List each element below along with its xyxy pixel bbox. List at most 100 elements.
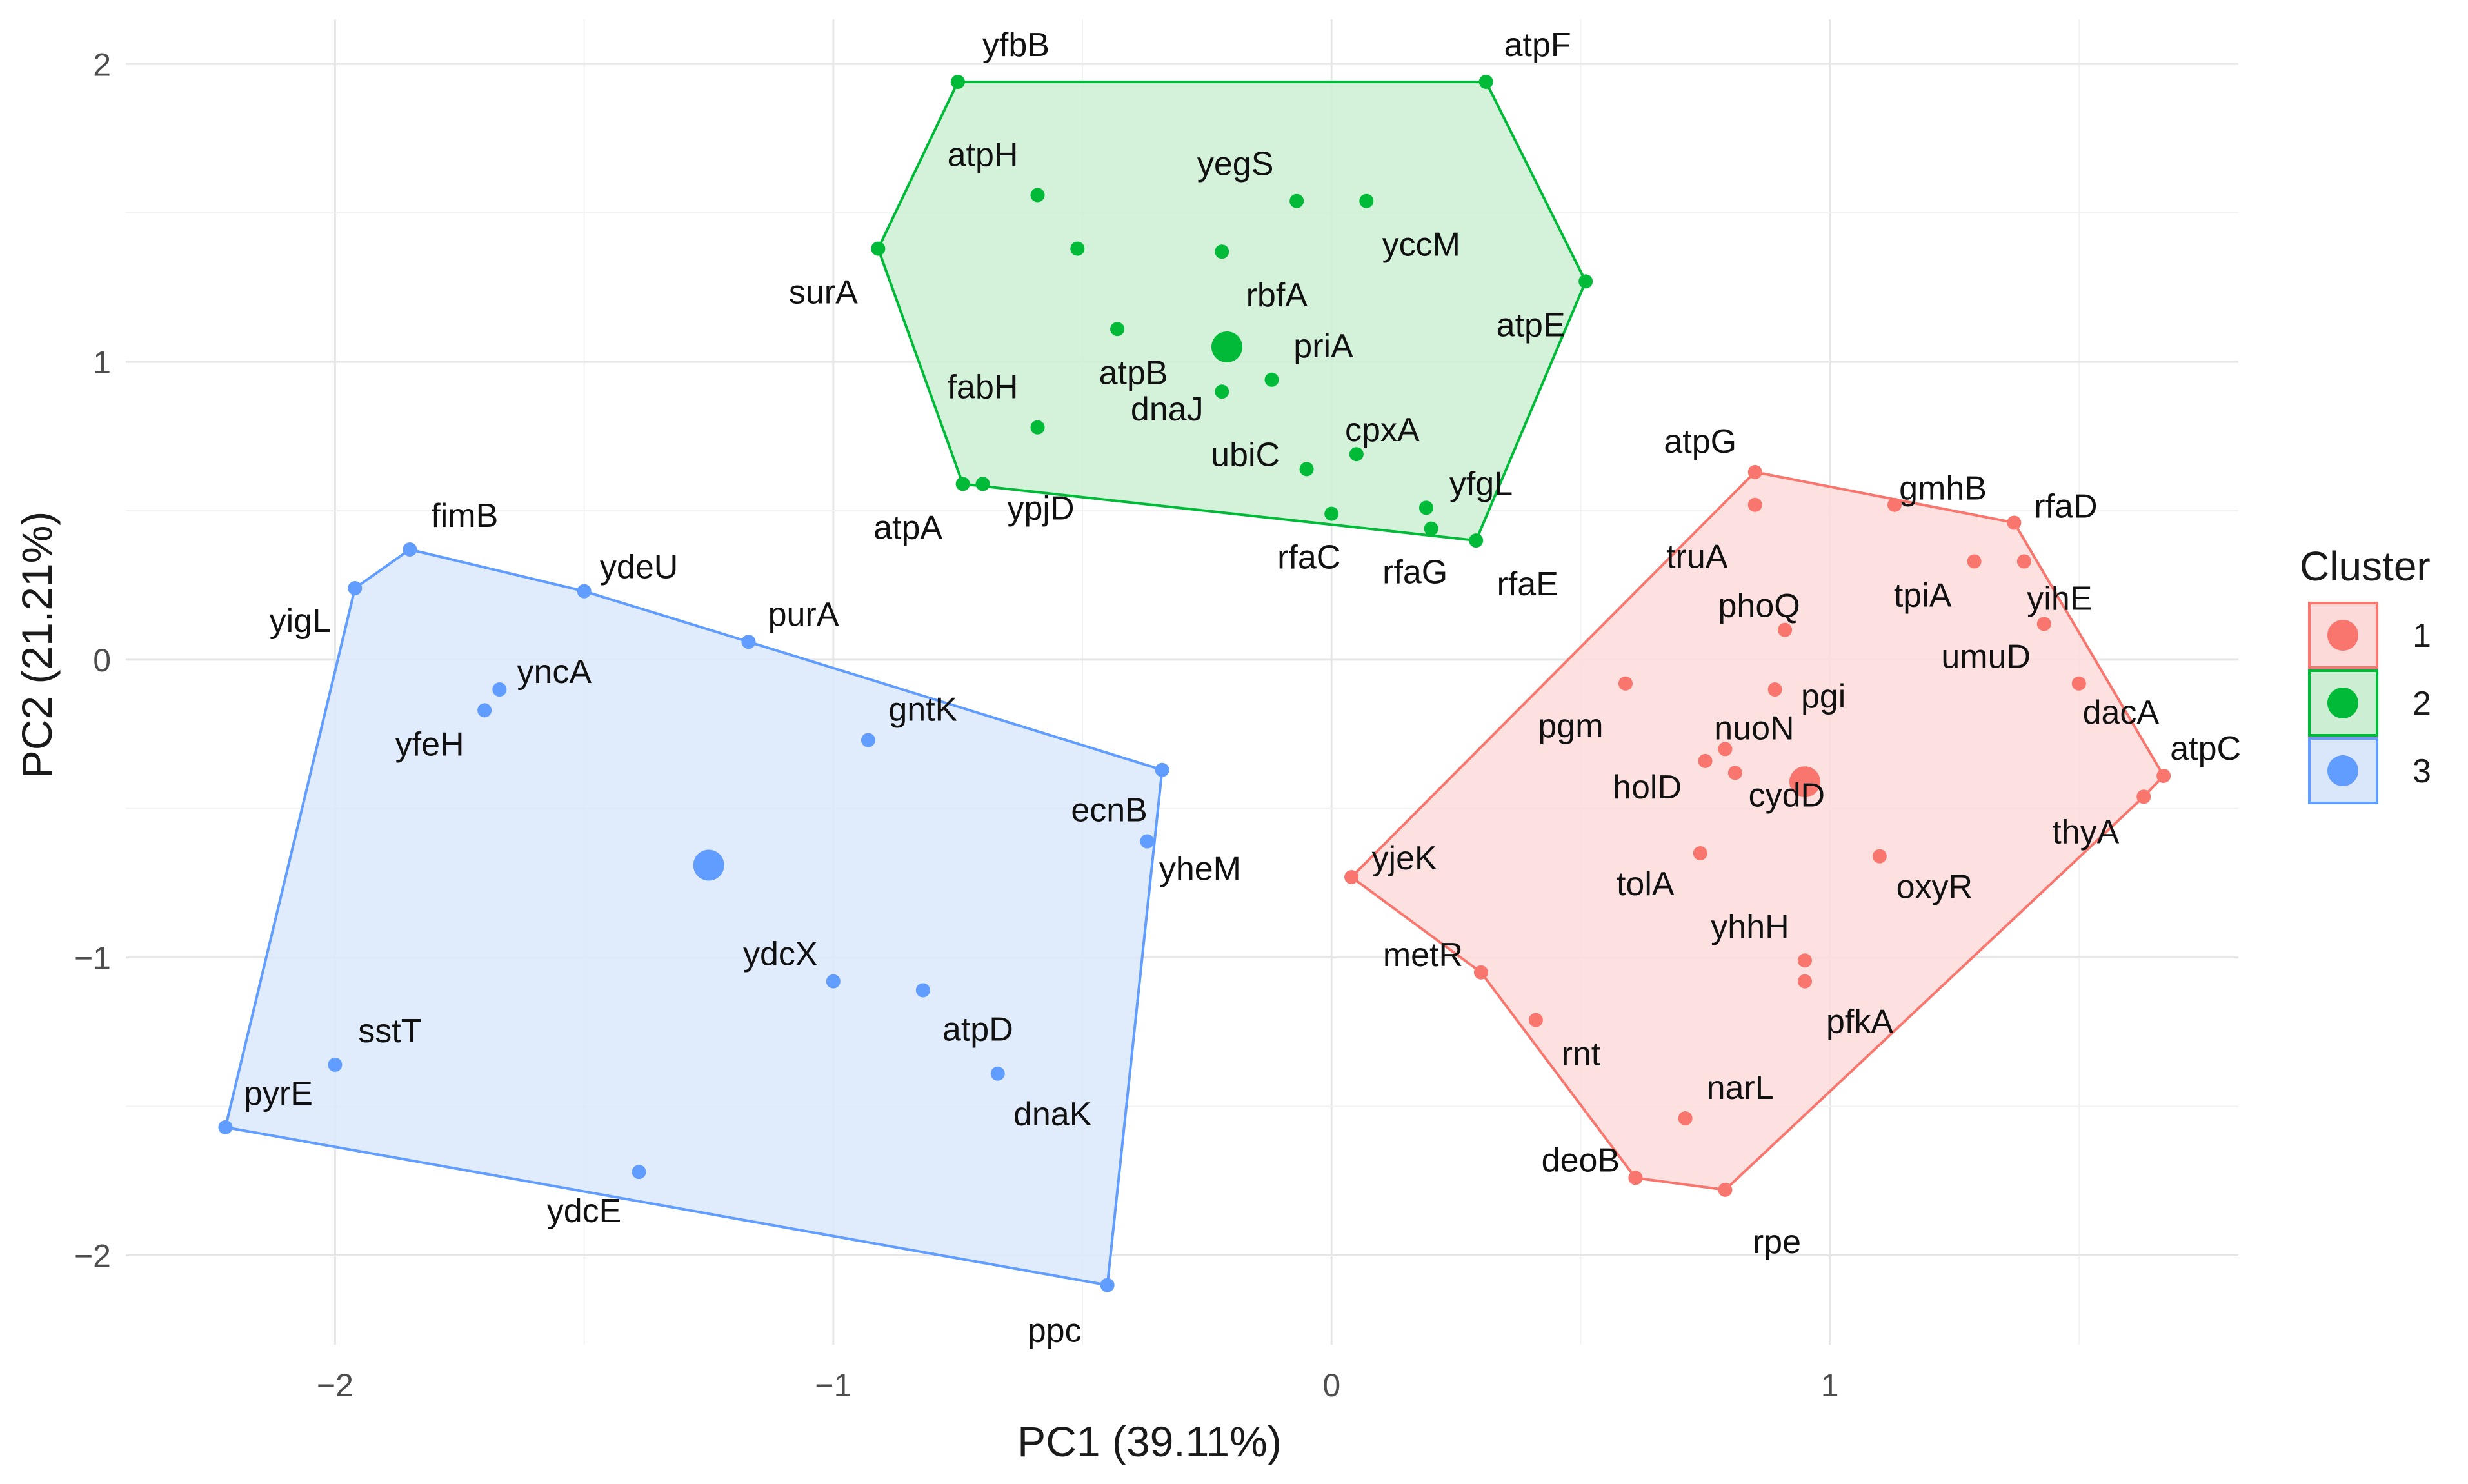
cluster-3-point [348, 581, 363, 596]
x-tick-label: −2 [317, 1367, 353, 1403]
cluster-3-point [328, 1057, 343, 1072]
cluster-2-point [975, 477, 990, 491]
cluster-1-point [2007, 515, 2022, 530]
cluster-1-point [1798, 953, 1813, 968]
cluster-1-point [1778, 622, 1793, 637]
cluster-1-point [1967, 554, 1982, 569]
cluster-1-point [2136, 789, 2151, 804]
cluster-1-point [1887, 497, 1902, 512]
cluster-2-point [1215, 384, 1229, 399]
cluster-1-point [1767, 682, 1782, 697]
cluster-2-point [1070, 241, 1085, 256]
point-label-nuoN: nuoN [1714, 709, 1794, 747]
point-label-cydD: cydD [1749, 777, 1825, 814]
legend-marker-2 [2327, 688, 2358, 718]
point-label-deoB: deoB [1542, 1142, 1620, 1179]
data-points [218, 74, 2171, 1292]
cluster-3-point [1140, 834, 1155, 849]
cluster-2-point [1424, 521, 1438, 536]
cluster-hulls [224, 80, 2165, 1287]
axis-ticks: −2 −1 0 1 −2 −1 0 1 2 [74, 46, 1839, 1403]
cluster-2-point [1030, 420, 1045, 435]
cluster-1-point [2156, 768, 2171, 783]
point-label-pgm: pgm [1538, 707, 1603, 745]
point-label-rnt: rnt [1562, 1036, 1601, 1073]
point-label-ubiC: ubiC [1211, 436, 1280, 473]
cluster-1-point [2016, 554, 2031, 569]
point-label-dnaK: dnaK [1013, 1096, 1092, 1133]
point-label-ydcE: ydcE [547, 1192, 622, 1230]
cluster-1-point [1798, 974, 1813, 989]
point-label-pyrE: pyrE [244, 1075, 313, 1113]
cluster-3-point [861, 733, 875, 747]
legend-label-1: 1 [2413, 617, 2431, 655]
y-axis-title: PC2 (21.21%) [13, 511, 61, 779]
cluster-3-point [1100, 1278, 1115, 1292]
point-label-yfeH: yfeH [395, 726, 464, 763]
cluster-2-point [1349, 447, 1364, 462]
cluster-3-hull [224, 548, 1164, 1287]
cluster-1-point [1344, 869, 1359, 884]
cluster-2-point [955, 477, 970, 491]
point-label-purA: purA [768, 596, 839, 633]
cluster-1-point [1528, 1013, 1543, 1027]
cluster-2-point [1299, 462, 1314, 477]
point-label-yjeK: yjeK [1372, 840, 1437, 877]
cluster-1-centroid [1789, 766, 1821, 798]
cluster-1-point [1872, 849, 1887, 864]
cluster-1-point [1718, 1182, 1733, 1197]
cluster-3-point [403, 542, 417, 557]
point-label-yheM: yheM [1159, 851, 1241, 888]
y-tick-label: 0 [93, 642, 111, 678]
y-tick-label: 1 [93, 344, 111, 381]
point-label-tolA: tolA [1617, 866, 1675, 903]
point-label-pgi: pgi [1801, 678, 1846, 715]
cluster-1-point [1628, 1171, 1643, 1185]
point-label-fabH: fabH [948, 369, 1019, 406]
y-tick-label: 2 [93, 46, 111, 83]
cluster-1-point [2071, 676, 2086, 691]
cluster-1-point [1718, 742, 1733, 757]
cluster-1-point [1473, 965, 1488, 980]
point-label-holD: holD [1613, 769, 1682, 806]
cluster-3-point [741, 635, 756, 649]
cluster-1-point [1698, 753, 1713, 768]
cluster-1-point [1693, 846, 1707, 861]
point-label-ypjD: ypjD [1008, 490, 1075, 527]
point-label-rfaE: rfaE [1497, 566, 1558, 603]
point-label-gmhB: gmhB [1899, 470, 1987, 508]
cluster-2-point [1469, 533, 1484, 548]
point-label-phoQ: phoQ [1718, 588, 1800, 625]
point-label-atpG: atpG [1664, 423, 1737, 460]
point-label-yegS: yegS [1197, 146, 1274, 183]
cluster-2-point [1324, 506, 1339, 521]
point-label-yncA: yncA [517, 653, 592, 691]
cluster-3-centroid [693, 849, 724, 881]
x-tick-label: 1 [1821, 1367, 1839, 1403]
point-label-gntK: gntK [888, 691, 957, 729]
point-label-rfaC: rfaC [1277, 539, 1340, 577]
cluster-3-point [826, 974, 841, 989]
cluster-2-point [1110, 322, 1125, 337]
point-label-ppc: ppc [1028, 1312, 1082, 1350]
point-label-dacA: dacA [2083, 694, 2160, 731]
point-label-dnaJ: dnaJ [1131, 391, 1204, 428]
cluster-2-point [871, 241, 886, 256]
cluster-centroids [693, 331, 1821, 881]
y-tick-label: −2 [74, 1238, 111, 1274]
point-label-tpiA: tpiA [1894, 577, 1952, 614]
cluster-2-point [1264, 372, 1279, 387]
point-label-rpe: rpe [1753, 1223, 1801, 1261]
point-label-umuD: umuD [1941, 638, 2031, 675]
legend-label-3: 3 [2413, 753, 2431, 790]
cluster-2-point [1578, 274, 1593, 289]
point-label-oxyR: oxyR [1896, 869, 1973, 906]
point-label-atpF: atpF [1504, 26, 1571, 64]
x-tick-label: 0 [1322, 1367, 1340, 1403]
point-label-yigL: yigL [270, 602, 331, 640]
legend-title: Cluster [2300, 543, 2431, 589]
point-label-thyA: thyA [2052, 813, 2119, 851]
cluster-1-point [1747, 464, 1762, 479]
point-label-yfbB: yfbB [982, 26, 1050, 64]
